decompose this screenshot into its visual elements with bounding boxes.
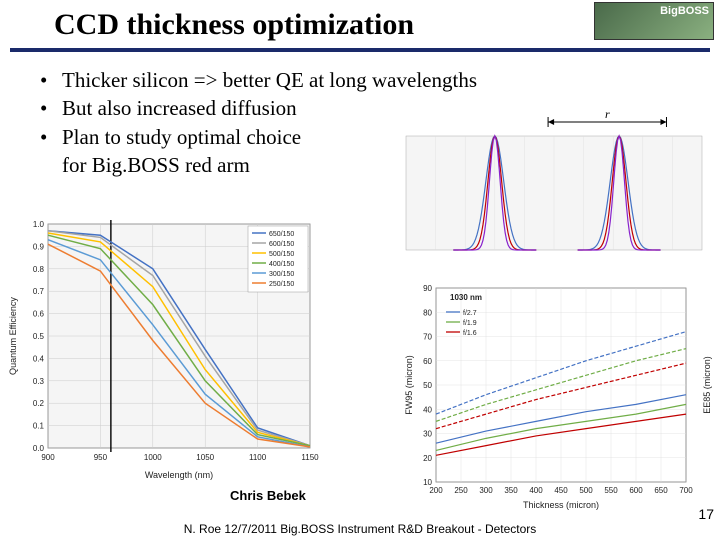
svg-text:400: 400 — [529, 486, 543, 495]
svg-text:400/150: 400/150 — [269, 261, 294, 268]
svg-text:1050: 1050 — [196, 453, 214, 462]
svg-text:1.0: 1.0 — [33, 220, 45, 229]
svg-text:0.4: 0.4 — [33, 354, 45, 363]
svg-text:f/2.7: f/2.7 — [463, 310, 477, 317]
svg-text:600/150: 600/150 — [269, 241, 294, 248]
svg-text:f/1.6: f/1.6 — [463, 330, 477, 337]
svg-text:600: 600 — [629, 486, 643, 495]
svg-text:80: 80 — [423, 308, 432, 317]
svg-text:FW95 (micron): FW95 (micron) — [404, 355, 414, 415]
bullet-1: Thicker silicon => better QE at long wav… — [40, 66, 720, 94]
svg-text:90: 90 — [423, 284, 432, 293]
footer: N. Roe 12/7/2011 Big.BOSS Instrument R&D… — [0, 522, 720, 536]
page-number: 17 — [698, 506, 714, 522]
svg-text:Wavelength (nm): Wavelength (nm) — [145, 470, 213, 480]
svg-text:650/150: 650/150 — [269, 231, 294, 238]
svg-text:70: 70 — [423, 333, 432, 342]
svg-text:0.7: 0.7 — [33, 287, 45, 296]
svg-text:500: 500 — [579, 486, 593, 495]
svg-text:950: 950 — [94, 453, 108, 462]
svg-text:1030 nm: 1030 nm — [450, 293, 482, 302]
svg-text:0.9: 0.9 — [33, 242, 45, 251]
psf-chart: r — [400, 108, 708, 256]
svg-text:EE85 (micron): EE85 (micron) — [702, 356, 712, 414]
svg-text:500/150: 500/150 — [269, 251, 294, 258]
svg-text:f/1.9: f/1.9 — [463, 320, 477, 327]
svg-text:200: 200 — [429, 486, 443, 495]
bigboss-logo: BigBOSS — [594, 2, 714, 40]
svg-text:50: 50 — [423, 381, 432, 390]
svg-text:300: 300 — [479, 486, 493, 495]
svg-text:0.6: 0.6 — [33, 310, 45, 319]
svg-text:30: 30 — [423, 430, 432, 439]
svg-text:Quantum Efficiency: Quantum Efficiency — [8, 297, 18, 375]
svg-text:250/150: 250/150 — [269, 281, 294, 288]
svg-text:40: 40 — [423, 405, 432, 414]
svg-text:20: 20 — [423, 454, 432, 463]
svg-text:60: 60 — [423, 357, 432, 366]
svg-text:Thickness (micron): Thickness (micron) — [523, 500, 599, 510]
svg-text:0.2: 0.2 — [33, 399, 45, 408]
svg-text:0.0: 0.0 — [33, 444, 45, 453]
svg-text:1100: 1100 — [249, 453, 267, 462]
svg-text:350: 350 — [504, 486, 518, 495]
svg-text:0.5: 0.5 — [33, 332, 45, 341]
svg-text:450: 450 — [554, 486, 568, 495]
credit: Chris Bebek — [230, 488, 306, 503]
svg-text:0.1: 0.1 — [33, 422, 45, 431]
svg-text:700: 700 — [679, 486, 693, 495]
logo-text: BigBOSS — [660, 5, 709, 17]
svg-text:0.3: 0.3 — [33, 377, 45, 386]
fwhm-chart: 1020304050607080902002503003504004505005… — [400, 280, 718, 512]
svg-text:0.8: 0.8 — [33, 265, 45, 274]
svg-text:650: 650 — [654, 486, 668, 495]
qe-chart: 0.0 0.1 0.2 0.3 0.4 0.5 0.6 0.7 0.8 0.9 1.0 900 950 1… — [4, 218, 394, 482]
svg-text:550: 550 — [604, 486, 618, 495]
svg-text:250: 250 — [454, 486, 468, 495]
svg-text:1000: 1000 — [144, 453, 162, 462]
svg-text:r: r — [605, 108, 610, 121]
svg-text:1150: 1150 — [301, 453, 319, 462]
svg-text:900: 900 — [41, 453, 55, 462]
svg-text:300/150: 300/150 — [269, 271, 294, 278]
